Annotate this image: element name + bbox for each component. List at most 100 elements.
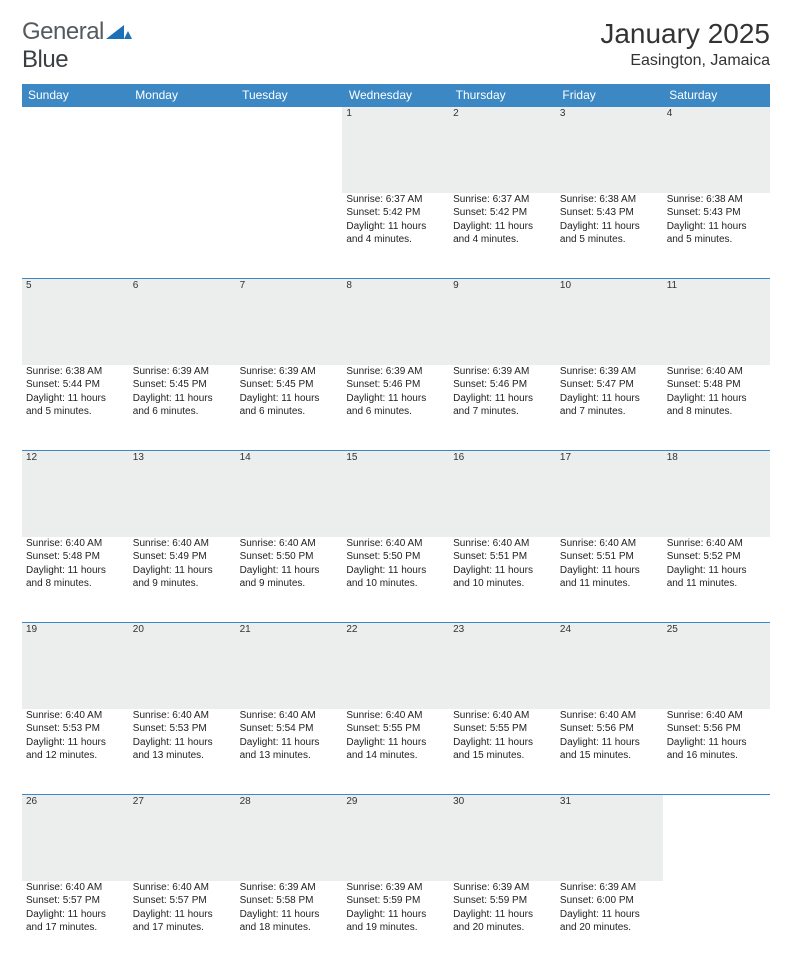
day-header: Sunday bbox=[22, 84, 129, 107]
daylight-line: Daylight: 11 hours and 6 minutes. bbox=[240, 392, 339, 419]
day-detail-cell: Sunrise: 6:40 AMSunset: 5:56 PMDaylight:… bbox=[556, 709, 663, 795]
day-number-cell: 27 bbox=[129, 795, 236, 881]
sunrise-line: Sunrise: 6:40 AM bbox=[667, 365, 766, 379]
daylight-line: Daylight: 11 hours and 13 minutes. bbox=[240, 736, 339, 763]
day-number-cell: 23 bbox=[449, 623, 556, 709]
sunrise-line: Sunrise: 6:40 AM bbox=[133, 537, 232, 551]
day-detail-cell: Sunrise: 6:40 AMSunset: 5:57 PMDaylight:… bbox=[129, 881, 236, 967]
day-number-cell: 13 bbox=[129, 451, 236, 537]
daylight-line: Daylight: 11 hours and 13 minutes. bbox=[133, 736, 232, 763]
title-block: January 2025 Easington, Jamaica bbox=[600, 18, 770, 70]
sunrise-line: Sunrise: 6:40 AM bbox=[346, 709, 445, 723]
sunrise-line: Sunrise: 6:40 AM bbox=[667, 537, 766, 551]
sunrise-line: Sunrise: 6:40 AM bbox=[133, 881, 232, 895]
daylight-line: Daylight: 11 hours and 15 minutes. bbox=[560, 736, 659, 763]
week-number-row: 567891011 bbox=[22, 279, 770, 365]
day-detail-cell: Sunrise: 6:40 AMSunset: 5:49 PMDaylight:… bbox=[129, 537, 236, 623]
day-detail-cell: Sunrise: 6:40 AMSunset: 5:48 PMDaylight:… bbox=[663, 365, 770, 451]
daylight-line: Daylight: 11 hours and 10 minutes. bbox=[346, 564, 445, 591]
sunset-line: Sunset: 5:42 PM bbox=[453, 206, 552, 220]
day-number-cell: 17 bbox=[556, 451, 663, 537]
week-number-row: 19202122232425 bbox=[22, 623, 770, 709]
day-detail-cell: Sunrise: 6:39 AMSunset: 6:00 PMDaylight:… bbox=[556, 881, 663, 967]
sunrise-line: Sunrise: 6:40 AM bbox=[26, 537, 125, 551]
daylight-line: Daylight: 11 hours and 17 minutes. bbox=[133, 908, 232, 935]
header: General Blue January 2025 Easington, Jam… bbox=[22, 18, 770, 74]
daylight-line: Daylight: 11 hours and 9 minutes. bbox=[133, 564, 232, 591]
day-number-cell bbox=[22, 107, 129, 193]
day-detail-cell: Sunrise: 6:39 AMSunset: 5:46 PMDaylight:… bbox=[449, 365, 556, 451]
sunrise-line: Sunrise: 6:39 AM bbox=[560, 881, 659, 895]
day-number-cell: 18 bbox=[663, 451, 770, 537]
sunset-line: Sunset: 5:58 PM bbox=[240, 894, 339, 908]
logo-word1: General bbox=[22, 18, 104, 45]
day-detail-cell bbox=[22, 193, 129, 279]
daylight-line: Daylight: 11 hours and 6 minutes. bbox=[133, 392, 232, 419]
day-number-cell bbox=[236, 107, 343, 193]
day-number-cell: 25 bbox=[663, 623, 770, 709]
sunrise-line: Sunrise: 6:38 AM bbox=[26, 365, 125, 379]
sunrise-line: Sunrise: 6:40 AM bbox=[667, 709, 766, 723]
day-detail-cell: Sunrise: 6:38 AMSunset: 5:44 PMDaylight:… bbox=[22, 365, 129, 451]
sunrise-line: Sunrise: 6:40 AM bbox=[26, 881, 125, 895]
sunrise-line: Sunrise: 6:40 AM bbox=[560, 537, 659, 551]
day-number-cell: 24 bbox=[556, 623, 663, 709]
day-detail-cell: Sunrise: 6:39 AMSunset: 5:45 PMDaylight:… bbox=[129, 365, 236, 451]
sunrise-line: Sunrise: 6:39 AM bbox=[346, 881, 445, 895]
day-detail-cell: Sunrise: 6:39 AMSunset: 5:46 PMDaylight:… bbox=[342, 365, 449, 451]
sunrise-line: Sunrise: 6:39 AM bbox=[240, 365, 339, 379]
daylight-line: Daylight: 11 hours and 7 minutes. bbox=[453, 392, 552, 419]
sunset-line: Sunset: 5:44 PM bbox=[26, 378, 125, 392]
day-number-cell: 8 bbox=[342, 279, 449, 365]
day-detail-cell: Sunrise: 6:40 AMSunset: 5:50 PMDaylight:… bbox=[236, 537, 343, 623]
day-detail-cell bbox=[129, 193, 236, 279]
day-number-cell: 14 bbox=[236, 451, 343, 537]
day-number-cell: 9 bbox=[449, 279, 556, 365]
day-number-cell: 30 bbox=[449, 795, 556, 881]
sunset-line: Sunset: 5:51 PM bbox=[560, 550, 659, 564]
day-number-cell: 19 bbox=[22, 623, 129, 709]
daylight-line: Daylight: 11 hours and 17 minutes. bbox=[26, 908, 125, 935]
logo: General Blue bbox=[22, 18, 132, 74]
sunset-line: Sunset: 5:47 PM bbox=[560, 378, 659, 392]
sunrise-line: Sunrise: 6:40 AM bbox=[560, 709, 659, 723]
day-detail-cell: Sunrise: 6:37 AMSunset: 5:42 PMDaylight:… bbox=[449, 193, 556, 279]
sunset-line: Sunset: 5:49 PM bbox=[133, 550, 232, 564]
daylight-line: Daylight: 11 hours and 4 minutes. bbox=[346, 220, 445, 247]
daylight-line: Daylight: 11 hours and 5 minutes. bbox=[26, 392, 125, 419]
day-detail-cell: Sunrise: 6:38 AMSunset: 5:43 PMDaylight:… bbox=[663, 193, 770, 279]
calendar-table: SundayMondayTuesdayWednesdayThursdayFrid… bbox=[22, 84, 770, 967]
page-title: January 2025 bbox=[600, 18, 770, 50]
day-detail-cell: Sunrise: 6:39 AMSunset: 5:45 PMDaylight:… bbox=[236, 365, 343, 451]
daylight-line: Daylight: 11 hours and 20 minutes. bbox=[453, 908, 552, 935]
daylight-line: Daylight: 11 hours and 7 minutes. bbox=[560, 392, 659, 419]
day-detail-cell bbox=[236, 193, 343, 279]
day-number-cell: 3 bbox=[556, 107, 663, 193]
week-details-row: Sunrise: 6:40 AMSunset: 5:48 PMDaylight:… bbox=[22, 537, 770, 623]
sunset-line: Sunset: 5:56 PM bbox=[560, 722, 659, 736]
sunrise-line: Sunrise: 6:39 AM bbox=[453, 881, 552, 895]
sunset-line: Sunset: 5:45 PM bbox=[240, 378, 339, 392]
sunset-line: Sunset: 5:57 PM bbox=[26, 894, 125, 908]
day-number-cell: 29 bbox=[342, 795, 449, 881]
sunset-line: Sunset: 5:42 PM bbox=[346, 206, 445, 220]
day-number-cell: 26 bbox=[22, 795, 129, 881]
sunrise-line: Sunrise: 6:38 AM bbox=[560, 193, 659, 207]
day-detail-cell: Sunrise: 6:40 AMSunset: 5:57 PMDaylight:… bbox=[22, 881, 129, 967]
day-number-cell: 31 bbox=[556, 795, 663, 881]
sunrise-line: Sunrise: 6:40 AM bbox=[453, 537, 552, 551]
day-number-cell: 6 bbox=[129, 279, 236, 365]
sunrise-line: Sunrise: 6:37 AM bbox=[346, 193, 445, 207]
daylight-line: Daylight: 11 hours and 9 minutes. bbox=[240, 564, 339, 591]
daylight-line: Daylight: 11 hours and 19 minutes. bbox=[346, 908, 445, 935]
sunrise-line: Sunrise: 6:40 AM bbox=[346, 537, 445, 551]
day-number-cell: 15 bbox=[342, 451, 449, 537]
sunset-line: Sunset: 5:54 PM bbox=[240, 722, 339, 736]
sunrise-line: Sunrise: 6:39 AM bbox=[133, 365, 232, 379]
sunset-line: Sunset: 5:53 PM bbox=[26, 722, 125, 736]
day-number-cell: 11 bbox=[663, 279, 770, 365]
day-header: Wednesday bbox=[342, 84, 449, 107]
day-number-cell: 12 bbox=[22, 451, 129, 537]
sunrise-line: Sunrise: 6:37 AM bbox=[453, 193, 552, 207]
day-number-cell: 1 bbox=[342, 107, 449, 193]
